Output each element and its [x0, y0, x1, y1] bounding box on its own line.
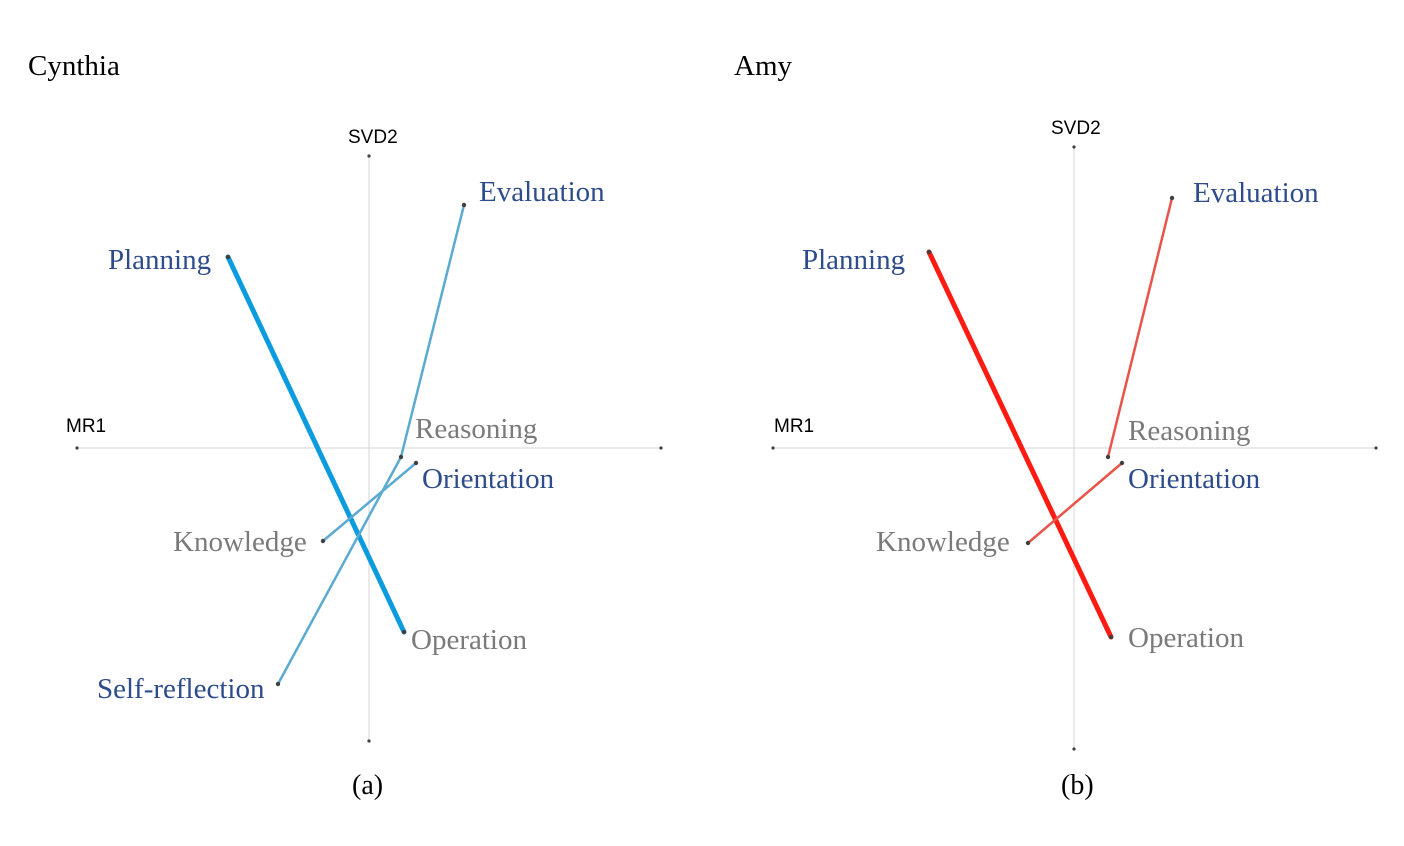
panel-b-label-operation: Operation [1128, 622, 1244, 654]
panel-b-edge-orientation-knowledge [1026, 461, 1124, 545]
panel-a-x-axis-end-left [75, 446, 79, 450]
panel-a-node-reasoning [398, 454, 404, 460]
panel-b-y-axis-end-top [1072, 145, 1076, 149]
panel-a-edge-planning-operation [225, 254, 407, 635]
panel-b-label-knowledge: Knowledge [876, 526, 1010, 558]
panel-b-label-orientation: Orientation [1128, 463, 1261, 495]
panel-b: Amy MR1 SVD2 Evaluation Planning Rea [734, 50, 1378, 801]
panel-a-y-axis-end-bottom [367, 739, 371, 743]
panel-a-node-self-reflection [275, 681, 281, 687]
panel-b-edges [926, 196, 1174, 640]
panel-a-edges [225, 203, 466, 686]
panel-a-y-axis-label: SVD2 [348, 127, 398, 148]
panel-a-axes: MR1 SVD2 [66, 127, 663, 743]
panel-a-label-knowledge: Knowledge [173, 526, 307, 558]
panel-a-label-self-reflection: Self-reflection [97, 673, 265, 705]
panel-a-node-evaluation [461, 202, 467, 208]
panel-a-caption: (a) [352, 770, 383, 801]
panel-a-edge-reasoning-self-reflection [276, 455, 403, 686]
panel-a-label-orientation: Orientation [422, 463, 555, 495]
panel-b-node-reasoning [1105, 454, 1111, 460]
panel-b-x-axis-end-right [1374, 446, 1378, 450]
panel-a-title: Cynthia [28, 50, 120, 82]
panel-b-x-axis-label: MR1 [774, 416, 814, 437]
panel-a-node-planning [225, 254, 231, 260]
panel-a-label-evaluation: Evaluation [479, 176, 605, 208]
panel-a-node-operation [401, 629, 407, 635]
panel-a-label-planning: Planning [108, 244, 211, 276]
panel-a-nodes: Evaluation Planning Reasoning Orientatio… [97, 176, 605, 705]
panel-a-edge-evaluation-reasoning [399, 203, 466, 459]
panel-b-caption: (b) [1061, 770, 1094, 801]
panel-b-label-evaluation: Evaluation [1193, 177, 1319, 209]
panel-a-x-axis-end-right [659, 446, 663, 450]
panel-b-node-knowledge [1025, 540, 1031, 546]
panel-b-label-planning: Planning [802, 244, 905, 276]
panel-a-x-axis-label: MR1 [66, 416, 106, 437]
panel-b-title: Amy [734, 50, 793, 82]
panel-b-edge-evaluation-reasoning [1106, 196, 1174, 459]
panel-b-label-reasoning: Reasoning [1128, 415, 1250, 447]
panel-b-node-operation [1108, 634, 1114, 640]
panel-b-y-axis-end-bottom [1072, 747, 1076, 751]
panel-a-node-orientation [413, 460, 419, 466]
panel-a-y-axis-end-top [367, 154, 371, 158]
panel-b-nodes: Evaluation Planning Reasoning Orientatio… [802, 177, 1319, 654]
panel-a-label-reasoning: Reasoning [415, 413, 537, 445]
panel-b-edge-planning-operation [926, 249, 1114, 640]
panel-b-node-evaluation [1169, 195, 1175, 201]
panel-b-x-axis-end-left [771, 446, 775, 450]
panel-b-node-planning [926, 249, 932, 255]
panel-b-y-axis-label: SVD2 [1051, 118, 1101, 139]
panel-b-axes: MR1 SVD2 [771, 118, 1378, 751]
panel-a: Cynthia MR1 SVD2 Evaluation [28, 50, 663, 801]
panel-a-node-knowledge [320, 538, 326, 544]
panel-b-node-orientation [1119, 460, 1125, 466]
panel-a-label-operation: Operation [411, 624, 527, 656]
panel-a-edge-orientation-knowledge [321, 461, 418, 543]
